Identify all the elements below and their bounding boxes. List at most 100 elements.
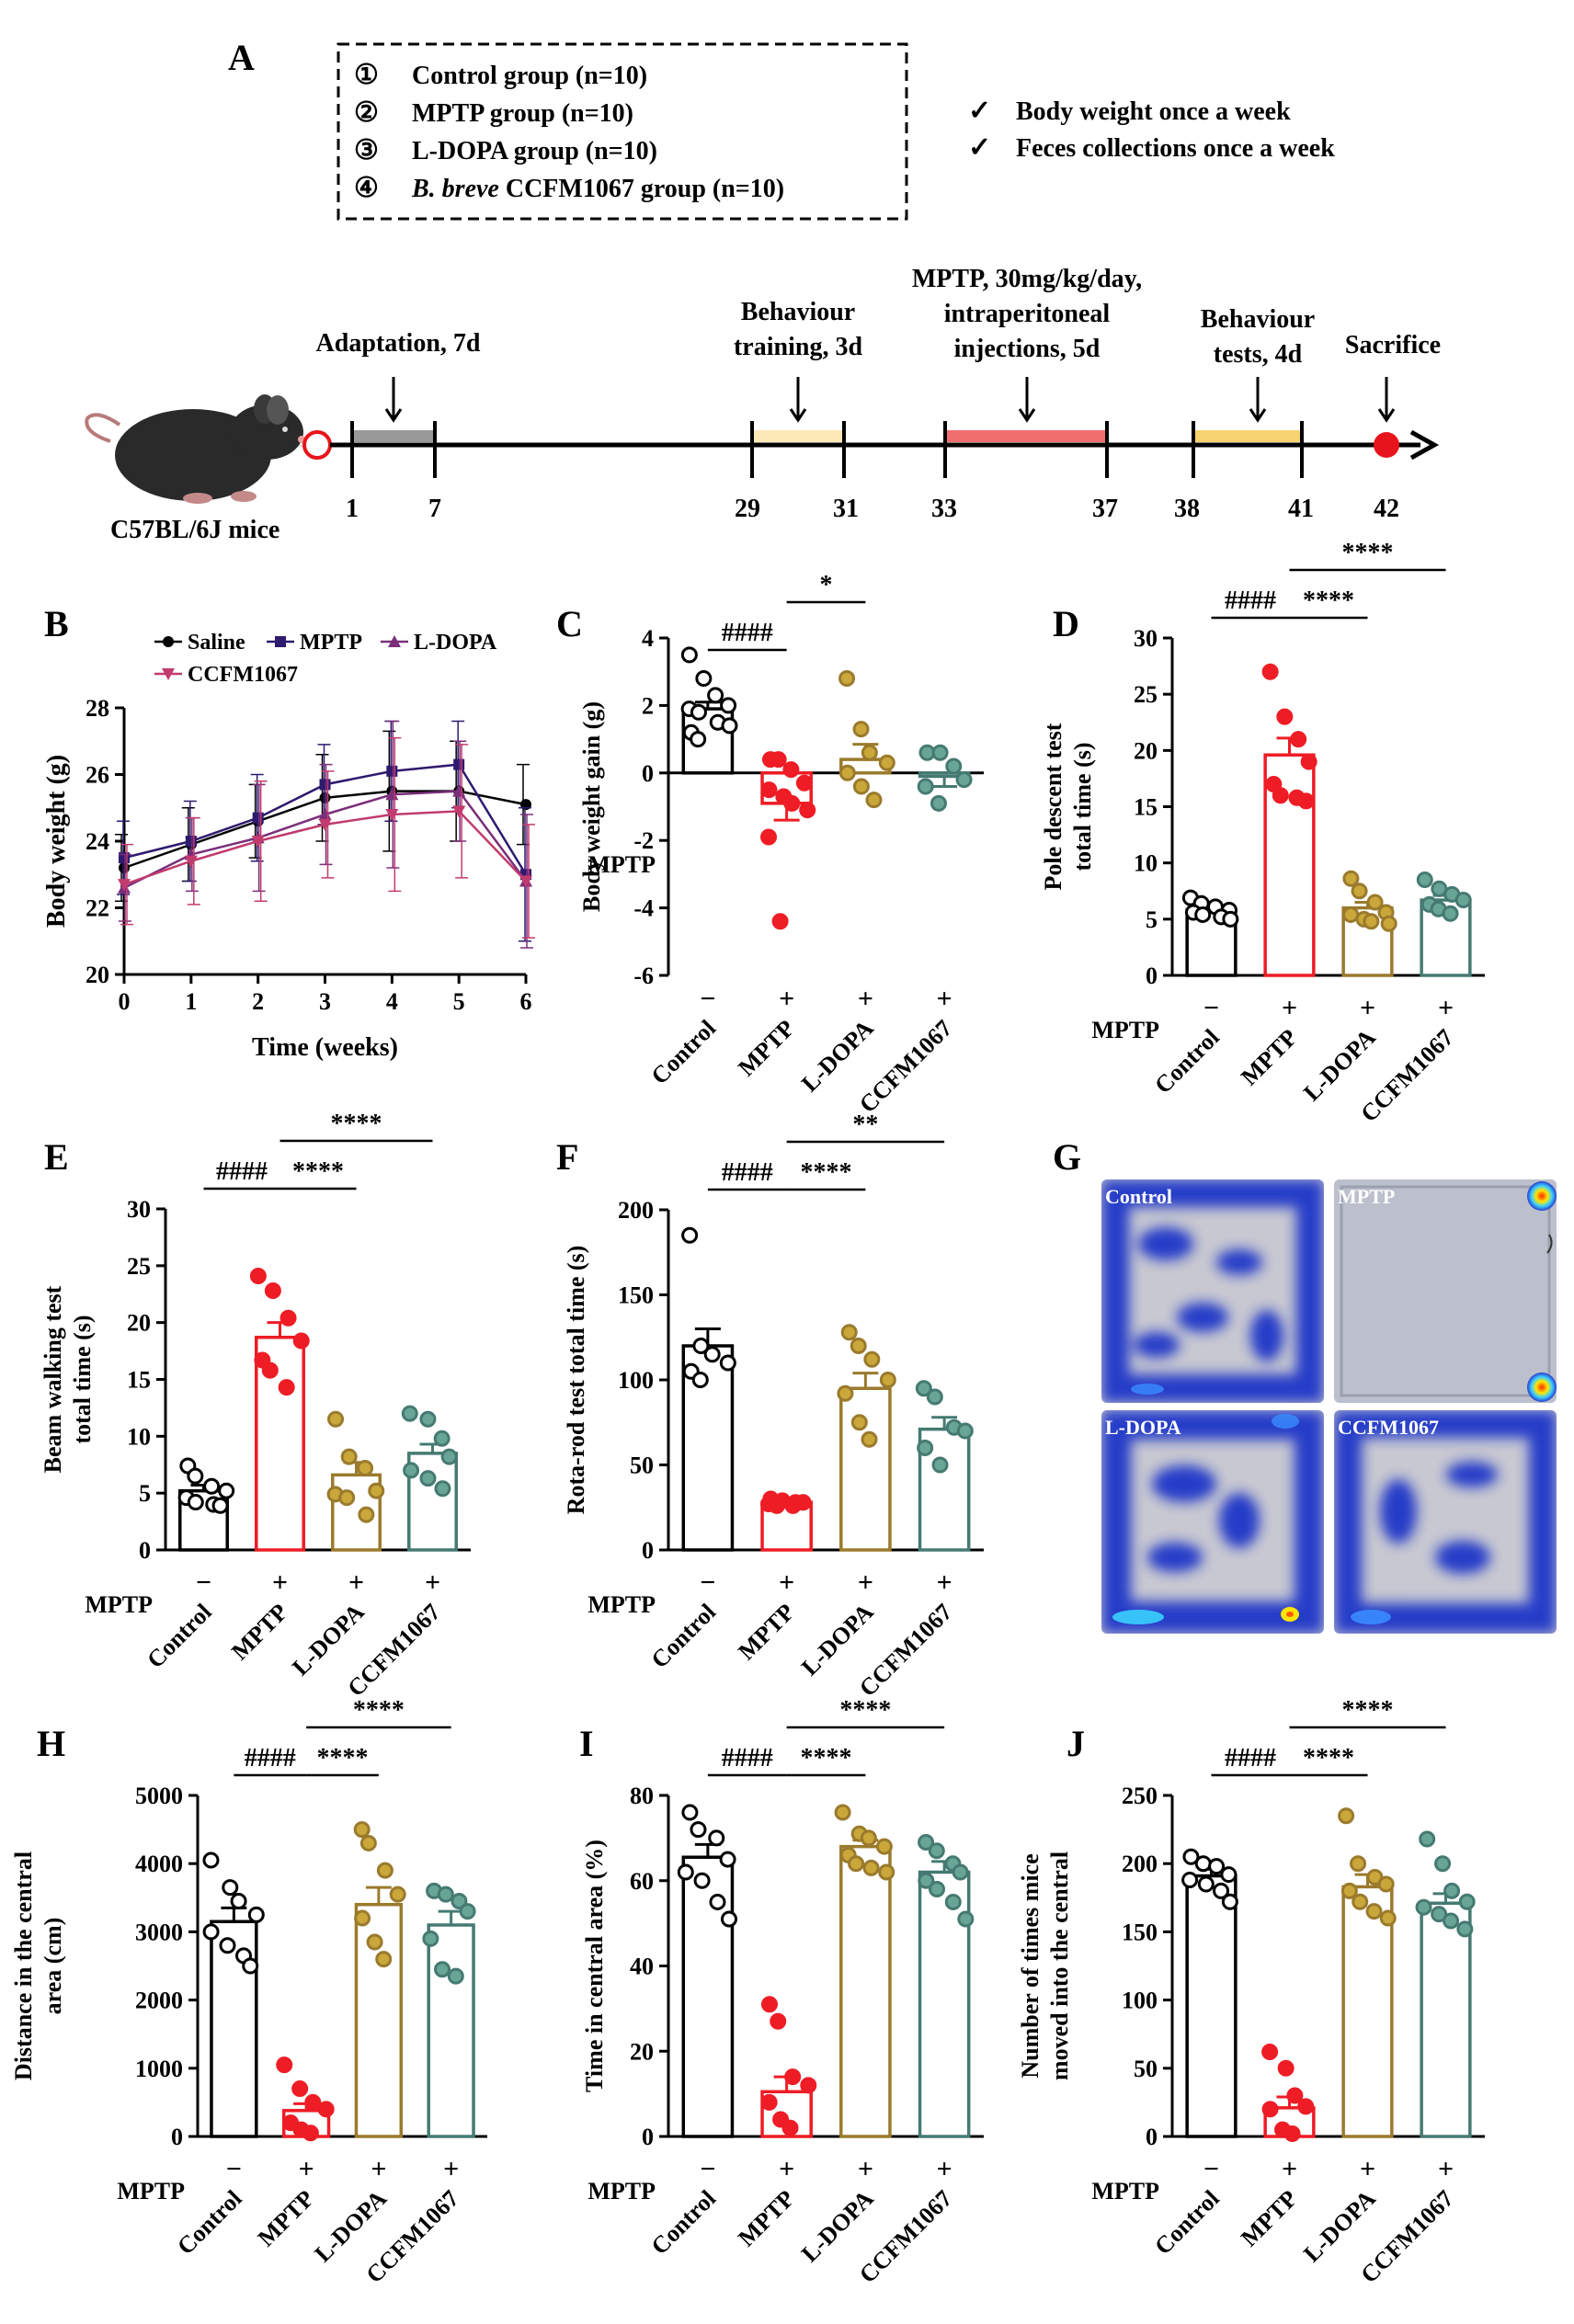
x-tick-label: L-DOPA [1298, 2185, 1381, 2268]
data-point [1351, 883, 1368, 900]
x-tick-label: Control [142, 1599, 216, 1673]
data-point [1380, 915, 1397, 932]
data-point [917, 1440, 934, 1456]
mptp-row-label: MPTP [1091, 1017, 1159, 1043]
y-tick-label: 22 [86, 895, 109, 922]
x-tick-label: Control [646, 1599, 721, 1673]
mptp-sign: − [700, 2154, 715, 2184]
mptp-sign: − [700, 984, 715, 1014]
y-axis-label: Number of times mice [1017, 1853, 1044, 2078]
data-point [838, 764, 856, 781]
significance-label: #### [722, 1744, 773, 1772]
y-tick-label: 15 [1134, 794, 1158, 821]
data-point [340, 1448, 358, 1465]
data-point [850, 1414, 868, 1431]
y-axis-label: total time (s) [1069, 742, 1096, 871]
data-point [1352, 1893, 1369, 1910]
group-number: ③ [354, 135, 379, 165]
data-point [926, 1388, 943, 1406]
data-point [928, 1842, 945, 1860]
data-point [952, 1863, 969, 1881]
data-point [230, 1893, 247, 1910]
significance-label: **** [1342, 1696, 1394, 1725]
legend-label: L-DOPA [414, 631, 497, 655]
group-l-dopa [834, 1804, 895, 2138]
data-point [1261, 2043, 1279, 2060]
data-point [863, 1350, 881, 1368]
phase-label: Behaviour [1201, 305, 1315, 334]
y-tick-label: 150 [618, 1282, 654, 1309]
significance-label: **** [317, 1744, 369, 1772]
y-axis-label: Rota-rod test total time (s) [563, 1246, 589, 1515]
y-tick-label: 26 [86, 762, 109, 789]
data-point [354, 1909, 371, 1927]
data-point [440, 1448, 458, 1465]
check-text: Feces collections once a week [1016, 134, 1335, 163]
data-point [915, 1380, 932, 1397]
data-point [1181, 1872, 1199, 1889]
y-tick-label: 2 [642, 692, 654, 719]
legend-item: CCFM1067 [154, 663, 298, 687]
series-marker [319, 792, 331, 803]
check-text: Body weight once a week [1016, 97, 1291, 126]
panel-label-h: H [37, 1723, 65, 1764]
data-point [389, 1885, 406, 1903]
x-tick-label: MPTP [733, 1599, 800, 1666]
data-point [850, 1338, 867, 1354]
timeline-ticks [350, 421, 1304, 478]
y-tick-label: 25 [1134, 681, 1158, 708]
y-tick-label: 28 [86, 695, 109, 722]
panel-label-b: B [44, 603, 69, 644]
data-point [945, 758, 963, 775]
data-point [680, 646, 698, 664]
data-point [1222, 910, 1239, 928]
training-bar [752, 430, 844, 442]
data-point [681, 1226, 699, 1244]
data-point [681, 1804, 699, 1821]
data-point [403, 1462, 420, 1479]
group-mptp [760, 751, 816, 930]
x-tick-label: 1 [185, 988, 197, 1015]
data-point [433, 1430, 451, 1447]
panel-label-e: E [44, 1136, 69, 1178]
data-point [799, 802, 816, 819]
mptp-sign: + [779, 2154, 794, 2184]
heatmap-ccfm1067: CCFM1067 [1334, 1410, 1557, 1634]
y-tick-label: 200 [1122, 1851, 1158, 1877]
data-point [918, 1872, 935, 1889]
group-text: Control group (n=10) [412, 62, 647, 90]
y-axis-label: total time (s) [69, 1315, 96, 1443]
data-point [451, 1893, 468, 1910]
data-point [419, 1410, 437, 1428]
data-point [760, 828, 778, 846]
data-point [1208, 1858, 1226, 1875]
day-label: 29 [735, 495, 760, 523]
heatmap-label: MPTP [1338, 1185, 1396, 1208]
panel-a: A ① Control group (n=10) ② MPTP group (n… [85, 37, 1441, 544]
x-tick-label: MPTP [253, 2185, 320, 2252]
groups-box [336, 42, 908, 221]
bar [839, 1386, 892, 1552]
series-marker [452, 805, 466, 818]
data-point [459, 1903, 476, 1920]
heatmap-graphic [1101, 1410, 1324, 1634]
data-point [957, 1910, 975, 1928]
data-point [1286, 2087, 1304, 2104]
heatmap-graphic [1334, 1410, 1557, 1634]
y-tick-label: 4000 [135, 1851, 183, 1877]
significance-label: #### [722, 1158, 773, 1187]
mptp-row-label: MPTP [117, 2178, 185, 2204]
data-point [1283, 2125, 1301, 2143]
data-point [279, 1309, 297, 1327]
series-marker [388, 635, 401, 647]
data-point [677, 1863, 694, 1881]
y-axis-label: moved into the central [1046, 1851, 1073, 2080]
check-2: ✓ Feces collections once a week [968, 132, 1335, 163]
panel-b-chart: 20 22 24 26 28 0 1 2 3 4 5 6 Time (weeks) Body weight… [42, 631, 535, 1062]
data-point [1456, 1920, 1474, 1938]
data-point [1297, 792, 1315, 810]
data-point [879, 1372, 896, 1388]
group-mptp [276, 2056, 335, 2142]
